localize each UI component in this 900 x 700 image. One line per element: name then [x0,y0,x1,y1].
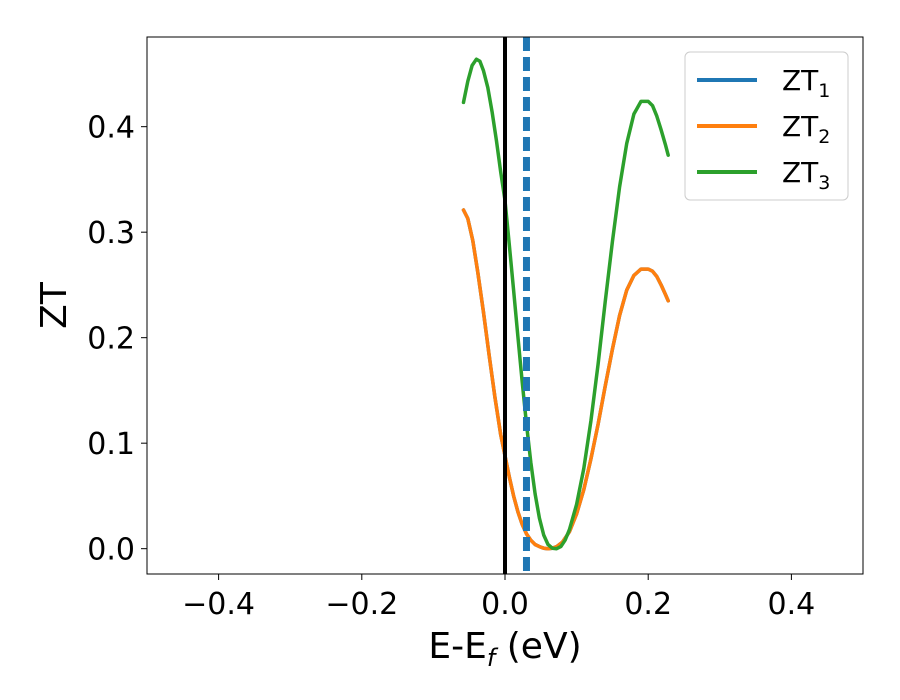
series-line-zt3 [461,57,670,551]
legend: ZT1 ZT2 ZT3 [684,51,849,201]
x-tick-label: 0.4 [768,587,816,622]
y-axis-label: ZT [34,281,75,329]
plot-lines [461,57,670,551]
y-tick-label: 0.1 [87,427,135,462]
series-line-zt2 [461,208,670,551]
y-tick-label: 0.3 [87,216,135,251]
x-tick-label: 0.2 [624,587,672,622]
y-tick-label: 0.4 [87,111,135,146]
x-tick-label: 0.0 [481,587,529,622]
x-tick-label: −0.4 [182,587,255,622]
legend-label-zt3: ZT3 [782,156,830,194]
y-axis-ticks: 0.0 0.1 0.2 0.3 0.4 [87,111,147,568]
y-tick-label: 0.0 [87,533,135,568]
y-tick-label: 0.2 [87,322,135,357]
vertical-reference-lines [503,37,530,574]
legend-box [684,51,849,201]
legend-label-zt2: ZT2 [782,110,830,148]
x-axis-label: E-Ef (eV) [428,626,581,672]
x-axis-ticks: −0.4 −0.2 0.0 0.2 0.4 [182,574,815,622]
x-tick-label: −0.2 [325,587,398,622]
legend-label-zt1: ZT1 [782,64,830,102]
